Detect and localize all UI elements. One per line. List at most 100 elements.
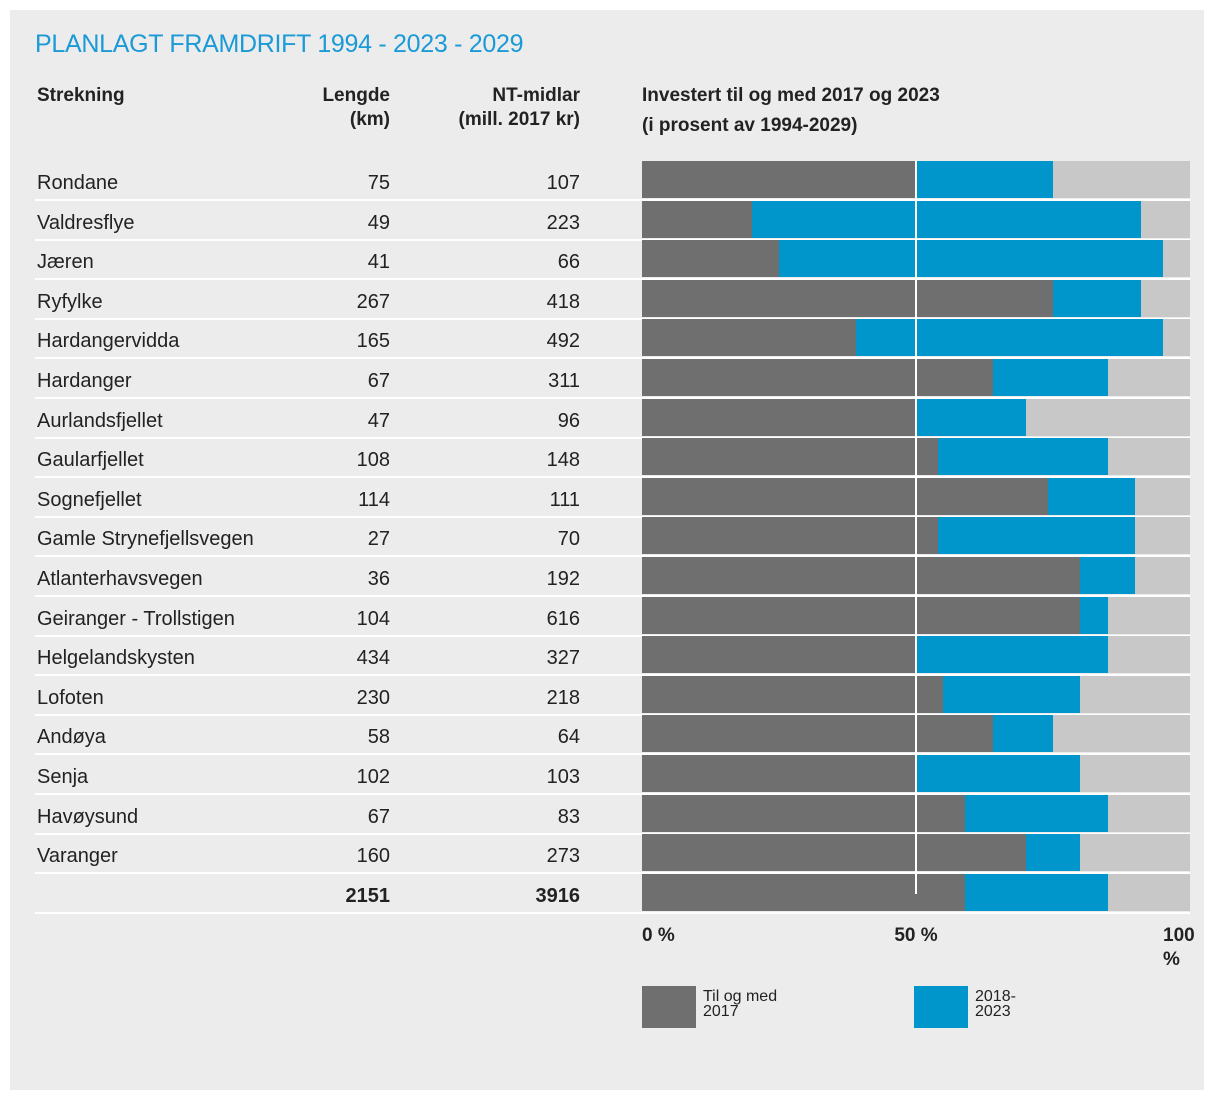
- chart-title: Investert til og med 2017 og 2023: [642, 85, 940, 106]
- bar-segment: [916, 755, 1081, 792]
- row-length: 75: [367, 172, 390, 194]
- row-length: 67: [367, 370, 390, 392]
- bar-segment: [642, 359, 993, 396]
- bar-segment: [642, 161, 916, 198]
- row-name: Hardanger: [37, 370, 132, 392]
- bar-segment: [642, 675, 944, 713]
- row-separator: [35, 753, 1190, 756]
- row-length: 27: [367, 528, 390, 551]
- row-name: Atlanterhavsvegen: [37, 568, 203, 590]
- bar-segment: [642, 715, 993, 753]
- row-name: Lofoten: [37, 686, 104, 709]
- row-length: 160: [356, 845, 390, 868]
- row-length: 230: [356, 686, 390, 709]
- row-separator: [35, 674, 1190, 677]
- row-length: 49: [367, 211, 390, 234]
- row-funding: 66: [557, 251, 580, 274]
- bar-segment: [916, 398, 1026, 436]
- column-header: Strekning: [37, 85, 125, 106]
- bar-segment: [642, 477, 1048, 515]
- bar-segment: [1053, 279, 1141, 317]
- row-length: 434: [356, 647, 390, 670]
- row-separator: [35, 595, 1190, 597]
- row-length: 36: [367, 568, 390, 590]
- bar-segment: [1047, 477, 1136, 515]
- bar-segment: [642, 438, 938, 476]
- bar-segment: [642, 279, 1053, 317]
- bar-segment: [992, 715, 1053, 753]
- bar-segment: [916, 636, 1108, 674]
- title: PLANLAGT FRAMDRIFT 1994 - 2023 - 2029: [35, 30, 524, 58]
- bar-segment: [937, 438, 1108, 476]
- bar-segment: [642, 240, 779, 278]
- bar-segment: [937, 517, 1136, 555]
- bar-segment: [779, 240, 1163, 278]
- total-funding: 3916: [535, 884, 581, 907]
- row-length: 108: [356, 449, 390, 472]
- row-separator: [35, 555, 1190, 558]
- bar-segment: [642, 596, 1081, 634]
- bar-segment: [642, 319, 856, 357]
- column-header: NT-midlar (mill. 2017 kr): [458, 85, 580, 130]
- bar-segment: [642, 873, 966, 911]
- row-funding: 103: [546, 766, 580, 788]
- bar-segment: [992, 359, 1108, 396]
- x-tick-label: 50 %: [894, 924, 938, 946]
- row-separator: [35, 436, 1190, 439]
- bar-segment: [855, 319, 1163, 357]
- row-funding: 64: [557, 726, 580, 749]
- row-name: Andøya: [37, 726, 106, 749]
- row-name: Helgelandskysten: [37, 647, 195, 670]
- row-separator: [35, 397, 1190, 399]
- bar-segment: [943, 675, 1081, 713]
- row-name: Gamle Strynefjellsvegen: [37, 528, 254, 551]
- x-tick-label: 0 %: [642, 924, 675, 946]
- row-funding: 311: [548, 370, 580, 392]
- bar-segment: [1025, 834, 1081, 872]
- row-length: 165: [356, 330, 390, 353]
- row-funding: 96: [557, 409, 580, 432]
- row-funding: 418: [546, 290, 580, 313]
- bar-segment: [642, 200, 752, 238]
- legend-label: 2018-2023: [975, 988, 1016, 1020]
- row-separator: [35, 199, 1190, 201]
- row-funding: 192: [546, 568, 580, 590]
- row-separator: [35, 793, 1190, 795]
- row-name: Valdresflye: [37, 211, 135, 234]
- row-name: Ryfylke: [37, 290, 103, 313]
- row-length: 41: [367, 251, 390, 274]
- row-separator: [35, 634, 1190, 637]
- row-funding: 70: [557, 528, 580, 551]
- bar-segment: [642, 834, 1026, 872]
- bar-segment: [916, 161, 1053, 198]
- grid-line: [915, 161, 917, 894]
- bar-segment: [965, 794, 1108, 832]
- row-name: Hardangervidda: [37, 330, 180, 353]
- row-separator: [35, 911, 1190, 914]
- row-funding: 107: [546, 172, 580, 194]
- row-funding: 148: [546, 449, 580, 472]
- row-name: Gaularfjellet: [37, 449, 144, 472]
- row-separator: [35, 278, 1190, 281]
- row-funding: 273: [546, 845, 580, 868]
- row-length: 104: [356, 607, 390, 630]
- row-separator: [35, 357, 1190, 360]
- row-length: 267: [356, 290, 390, 313]
- bar-segment: [642, 398, 916, 436]
- row-funding: 492: [546, 330, 580, 353]
- row-length: 47: [367, 409, 390, 432]
- bar-segment: [642, 557, 1081, 594]
- row-funding: 111: [549, 488, 580, 511]
- x-tick-label: 100 %: [1163, 924, 1195, 970]
- row-name: Havøysund: [37, 805, 139, 828]
- row-name: Varanger: [37, 845, 118, 868]
- bar-segment: [1080, 596, 1108, 634]
- row-funding: 327: [546, 647, 580, 670]
- row-separator: [35, 476, 1190, 479]
- legend-swatch: [642, 986, 696, 1028]
- row-funding: 223: [546, 211, 580, 234]
- row-separator: [35, 238, 1190, 241]
- row-separator: [35, 317, 1190, 320]
- total-length: 2151: [345, 884, 391, 907]
